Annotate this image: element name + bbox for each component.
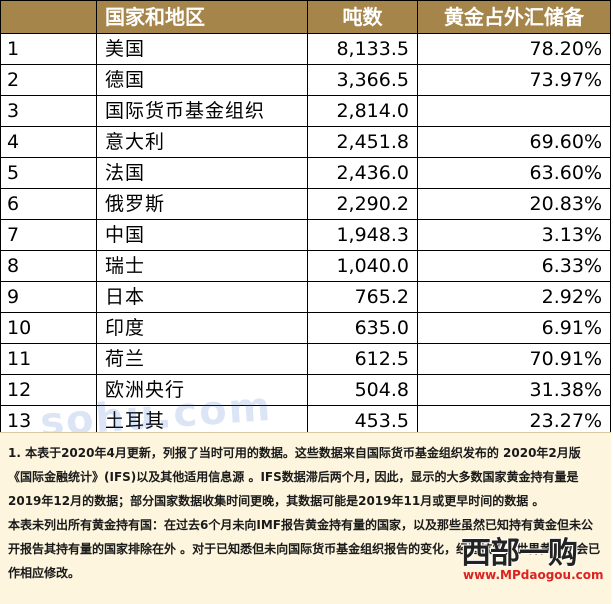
gold-share-cell: 3.13% bbox=[417, 219, 611, 251]
tons-cell: 504.8 bbox=[307, 374, 418, 406]
rank-cell: 3 bbox=[0, 95, 97, 127]
table-row: 4 意大利 2,451.8 69.60% bbox=[0, 126, 611, 158]
country-cell: 中国 bbox=[96, 219, 308, 251]
table-row: 10 印度 635.0 6.91% bbox=[0, 312, 611, 344]
rank-cell: 9 bbox=[0, 281, 97, 313]
tons-cell: 1,040.0 bbox=[307, 250, 418, 282]
gold-share-cell: 20.83% bbox=[417, 188, 611, 220]
gold-share-cell bbox=[417, 95, 611, 127]
header-gold-share: 黄金占外汇储备 bbox=[417, 0, 611, 34]
gold-share-cell: 6.91% bbox=[417, 312, 611, 344]
country-cell: 俄罗斯 bbox=[96, 188, 308, 220]
country-cell: 瑞士 bbox=[96, 250, 308, 282]
tons-cell: 3,366.5 bbox=[307, 64, 418, 96]
tons-cell: 1,948.3 bbox=[307, 219, 418, 251]
country-cell: 美国 bbox=[96, 33, 308, 65]
tons-cell: 2,814.0 bbox=[307, 95, 418, 127]
gold-share-cell: 70.91% bbox=[417, 343, 611, 375]
tons-cell: 2,436.0 bbox=[307, 157, 418, 189]
tons-cell: 612.5 bbox=[307, 343, 418, 375]
country-cell: 荷兰 bbox=[96, 343, 308, 375]
footnote-1: 1. 本表于2020年4月更新，列报了当时可用的数据。这些数据来自国际货币基金组… bbox=[8, 446, 581, 508]
table-row: 2 德国 3,366.5 73.97% bbox=[0, 64, 611, 96]
table-row: 1 美国 8,133.5 78.20% bbox=[0, 33, 611, 65]
table-row: 6 俄罗斯 2,290.2 20.83% bbox=[0, 188, 611, 220]
country-cell: 德国 bbox=[96, 64, 308, 96]
country-cell: 意大利 bbox=[96, 126, 308, 158]
rank-cell: 10 bbox=[0, 312, 97, 344]
gold-share-cell: 69.60% bbox=[417, 126, 611, 158]
footnote-box: 1. 本表于2020年4月更新，列报了当时可用的数据。这些数据来自国际货币基金组… bbox=[0, 432, 611, 604]
gold-share-cell: 63.60% bbox=[417, 157, 611, 189]
rank-cell: 4 bbox=[0, 126, 97, 158]
rank-cell: 8 bbox=[0, 250, 97, 282]
tons-cell: 765.2 bbox=[307, 281, 418, 313]
country-cell: 国际货币基金组织 bbox=[96, 95, 308, 127]
footnote-2: 本表未列出所有黄金持有国：在过去6个月未向IMF报告黄金持有量的国家，以及那些虽… bbox=[8, 518, 601, 580]
rank-cell: 13 bbox=[0, 405, 97, 437]
table-row: 5 法国 2,436.0 63.60% bbox=[0, 157, 611, 189]
tons-cell: 2,451.8 bbox=[307, 126, 418, 158]
gold-share-cell: 73.97% bbox=[417, 64, 611, 96]
table-row: 9 日本 765.2 2.92% bbox=[0, 281, 611, 313]
header-tons: 吨数 bbox=[307, 0, 418, 34]
tons-cell: 2,290.2 bbox=[307, 188, 418, 220]
table-header-row: 国家和地区 吨数 黄金占外汇储备 bbox=[0, 0, 611, 34]
rank-cell: 2 bbox=[0, 64, 97, 96]
country-cell: 欧洲央行 bbox=[96, 374, 308, 406]
rank-cell: 6 bbox=[0, 188, 97, 220]
tons-cell: 8,133.5 bbox=[307, 33, 418, 65]
country-cell: 日本 bbox=[96, 281, 308, 313]
gold-share-cell: 23.27% bbox=[417, 405, 611, 437]
table-body: 1 美国 8,133.5 78.20% 2 德国 3,366.5 73.97% 3 国际货币基金组… bbox=[0, 33, 611, 437]
table-row: 8 瑞士 1,040.0 6.33% bbox=[0, 250, 611, 282]
country-cell: 印度 bbox=[96, 312, 308, 344]
table-row: 13 土耳其 453.5 23.27% bbox=[0, 405, 611, 437]
rank-cell: 12 bbox=[0, 374, 97, 406]
table-row: 11 荷兰 612.5 70.91% bbox=[0, 343, 611, 375]
rank-cell: 11 bbox=[0, 343, 97, 375]
header-rank bbox=[0, 0, 97, 34]
rank-cell: 7 bbox=[0, 219, 97, 251]
gold-share-cell: 78.20% bbox=[417, 33, 611, 65]
table-row: 3 国际货币基金组织 2,814.0 bbox=[0, 95, 611, 127]
table-row: 12 欧洲央行 504.8 31.38% bbox=[0, 374, 611, 406]
gold-share-cell: 6.33% bbox=[417, 250, 611, 282]
rank-cell: 5 bbox=[0, 157, 97, 189]
gold-reserves-table: 国家和地区 吨数 黄金占外汇储备 1 美国 8,133.5 78.20% 2 德国 3,36… bbox=[0, 0, 611, 437]
header-country: 国家和地区 bbox=[96, 0, 308, 34]
rank-cell: 1 bbox=[0, 33, 97, 65]
tons-cell: 635.0 bbox=[307, 312, 418, 344]
table-row: 7 中国 1,948.3 3.13% bbox=[0, 219, 611, 251]
gold-share-cell: 2.92% bbox=[417, 281, 611, 313]
country-cell: 土耳其 bbox=[96, 405, 308, 437]
gold-share-cell: 31.38% bbox=[417, 374, 611, 406]
gold-reserves-table-wrapper: 国家和地区 吨数 黄金占外汇储备 1 美国 8,133.5 78.20% 2 德国 3,36… bbox=[0, 0, 611, 437]
country-cell: 法国 bbox=[96, 157, 308, 189]
